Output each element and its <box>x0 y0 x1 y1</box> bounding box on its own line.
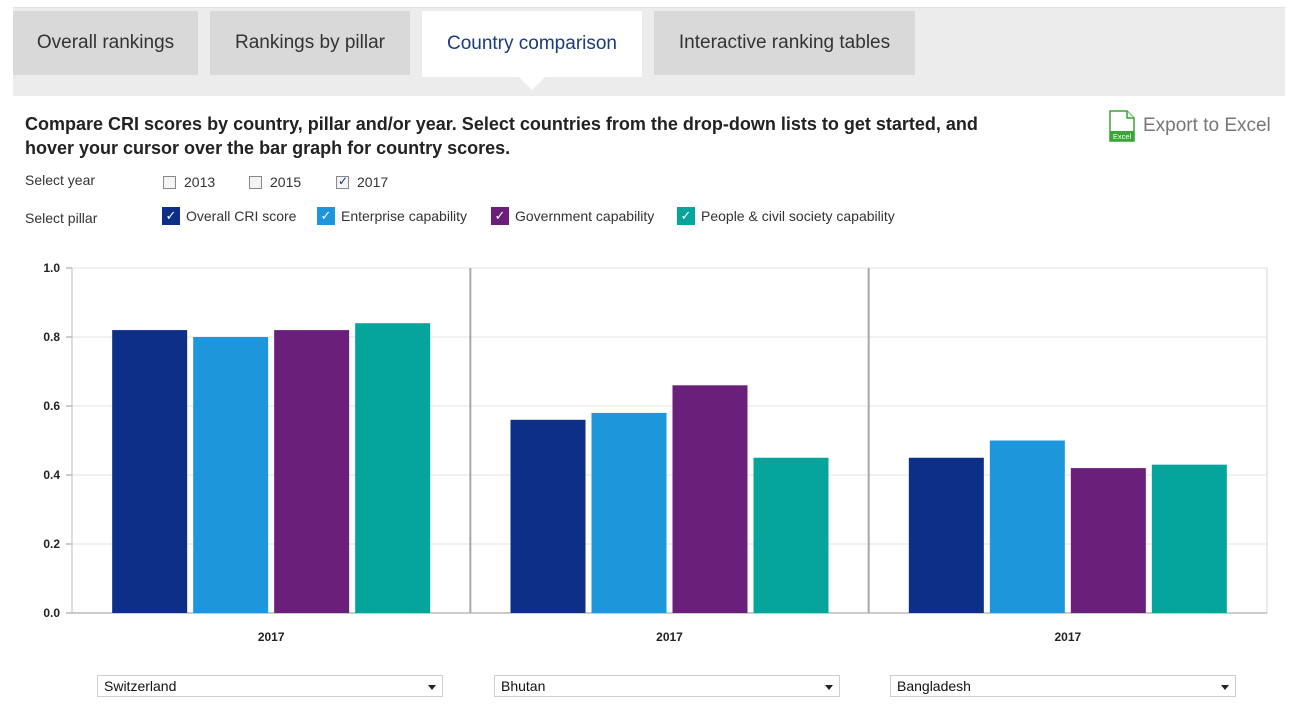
select-year-label: Select year <box>25 172 96 188</box>
country-select-3[interactable]: Bangladesh <box>890 675 1236 697</box>
dropdown-arrow-icon <box>428 685 436 690</box>
pillar-option-label: Enterprise capability <box>341 208 468 224</box>
pillar-checkbox-government[interactable]: ✓ Government capability <box>491 207 654 225</box>
bar-enterprise-capability-bangladesh <box>989 440 1065 613</box>
bar-enterprise-capability-bhutan <box>591 412 667 613</box>
tab-country-comparison[interactable]: Country comparison <box>422 11 642 90</box>
bar-government-capability-bhutan <box>672 385 748 613</box>
bar-enterprise-capability-switzerland <box>193 337 269 613</box>
country-select-value: Switzerland <box>104 678 177 694</box>
select-pillar-label: Select pillar <box>25 210 98 226</box>
y-tick-label: 0.8 <box>43 330 60 344</box>
pillar-option-label: Government capability <box>515 208 655 224</box>
tab-label: Rankings by pillar <box>235 32 385 53</box>
y-tick-label: 1.0 <box>43 261 60 275</box>
instructions-text: Compare CRI scores by country, pillar an… <box>25 114 978 158</box>
year-option-label: 2013 <box>184 174 216 190</box>
year-checkbox-2013[interactable]: 2013 <box>163 174 215 190</box>
bar-government-capability-switzerland <box>274 330 350 613</box>
pillar-checkbox-people[interactable]: ✓ People & civil society capability <box>677 207 895 225</box>
x-category-label: 2017 <box>656 630 683 644</box>
check-icon[interactable]: ✓ <box>677 207 695 225</box>
check-icon[interactable]: ✓ <box>162 207 180 225</box>
y-tick-label: 0.6 <box>43 399 60 413</box>
pillar-option-label: Overall CRI score <box>186 208 297 224</box>
year-option-label: 2017 <box>357 174 389 190</box>
bar-people-civil-society-capability-bhutan <box>753 457 829 613</box>
y-tick-label: 0.4 <box>43 468 60 482</box>
year-checkbox-2017[interactable]: 2017 <box>336 174 388 190</box>
export-to-excel-button[interactable]: Excel Export to Excel <box>1108 110 1271 142</box>
pillar-option-label: People & civil society capability <box>701 208 895 224</box>
year-option-label: 2015 <box>270 174 302 190</box>
x-category-label: 2017 <box>258 630 285 644</box>
tab-overall-rankings[interactable]: Overall rankings <box>13 11 198 75</box>
x-category-label: 2017 <box>1054 630 1081 644</box>
bar-overall-cri-score-bhutan <box>510 419 586 613</box>
checkbox-box[interactable] <box>163 175 176 189</box>
check-icon[interactable]: ✓ <box>317 207 335 225</box>
tab-label: Interactive ranking tables <box>678 32 891 53</box>
tab-rankings-by-pillar[interactable]: Rankings by pillar <box>210 11 410 75</box>
tab-label: Overall rankings <box>36 32 175 53</box>
bar-overall-cri-score-bangladesh <box>908 457 984 613</box>
country-select-value: Bhutan <box>501 678 546 694</box>
checkbox-box[interactable] <box>249 175 262 189</box>
check-icon[interactable]: ✓ <box>491 207 509 225</box>
checkbox-box[interactable] <box>336 174 349 189</box>
year-checkbox-2015[interactable]: 2015 <box>249 174 301 190</box>
country-select-value: Bangladesh <box>897 678 971 694</box>
country-select-2[interactable]: Bhutan <box>494 675 840 697</box>
tab-label: Country comparison <box>446 33 618 54</box>
excel-icon-text: Excel <box>1113 132 1132 141</box>
dropdown-arrow-icon <box>825 685 833 690</box>
bar-overall-cri-score-switzerland <box>112 330 188 613</box>
tab-interactive-ranking-tables[interactable]: Interactive ranking tables <box>654 11 915 75</box>
y-tick-label: 0.2 <box>43 537 60 551</box>
pillar-checkbox-overall[interactable]: ✓ Overall CRI score <box>162 207 296 225</box>
bar-people-civil-society-capability-switzerland <box>355 323 431 613</box>
tab-bar: Overall rankings Rankings by pillar Coun… <box>13 7 1285 97</box>
bar-government-capability-bangladesh <box>1070 468 1146 613</box>
y-tick-label: 0.0 <box>43 606 60 620</box>
pillar-checkbox-enterprise[interactable]: ✓ Enterprise capability <box>317 207 467 225</box>
export-label: Export to Excel <box>1143 115 1271 136</box>
dropdown-arrow-icon <box>1221 685 1229 690</box>
country-select-1[interactable]: Switzerland <box>97 675 443 697</box>
excel-file-icon: Excel <box>1109 110 1135 142</box>
bar-people-civil-society-capability-bangladesh <box>1151 464 1227 613</box>
